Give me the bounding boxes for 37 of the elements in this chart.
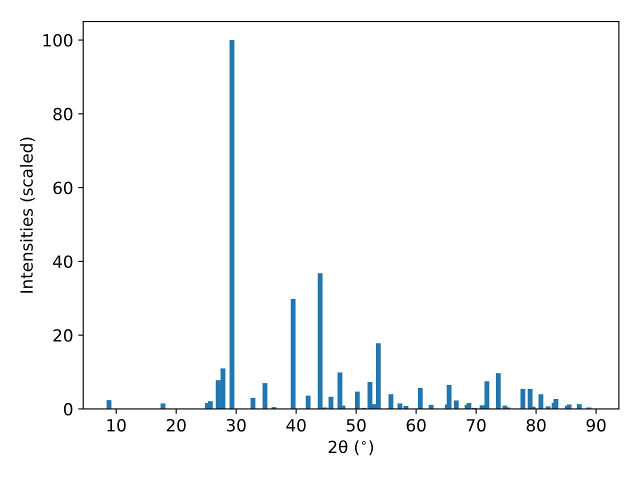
y-tick-label: 20 (53, 329, 72, 342)
bar (538, 394, 544, 409)
bar (388, 394, 394, 409)
bar (446, 384, 452, 409)
bar (520, 389, 526, 409)
x-tick-label: 80 (526, 418, 546, 432)
bar (250, 398, 256, 409)
x-axis-title: 2θ ($^{∘}$) (328, 440, 374, 456)
y-tick-label: 60 (53, 182, 72, 194)
y-tick-label: 40 (53, 255, 72, 268)
bar (338, 372, 342, 409)
y-tick-label: 100 (43, 34, 72, 47)
y-axis-title: Intensities (scaled) (20, 138, 35, 293)
bar (376, 343, 381, 409)
x-tick-label: 40 (286, 418, 306, 432)
bar (160, 403, 166, 409)
x-tick-label: 50 (346, 418, 366, 432)
bar (496, 373, 501, 409)
bar (428, 404, 434, 409)
x-tick-label: 20 (166, 418, 186, 432)
bar (306, 396, 311, 409)
y-tick-label: 80 (53, 108, 72, 120)
bar (418, 388, 423, 409)
bar (290, 299, 296, 409)
x-tick-label: 30 (226, 418, 246, 432)
bar (553, 399, 558, 409)
y-tick-label: 0 (64, 402, 72, 416)
bar (354, 392, 360, 409)
bar (230, 40, 234, 409)
x-tick-label: 90 (586, 418, 606, 432)
bar (262, 383, 268, 409)
bar (528, 389, 532, 409)
x-tick-label: 70 (466, 418, 486, 432)
x-tick-label: 60 (406, 418, 426, 432)
bar (106, 400, 112, 409)
x-tick-label: 10 (107, 418, 126, 432)
bar (208, 401, 213, 409)
